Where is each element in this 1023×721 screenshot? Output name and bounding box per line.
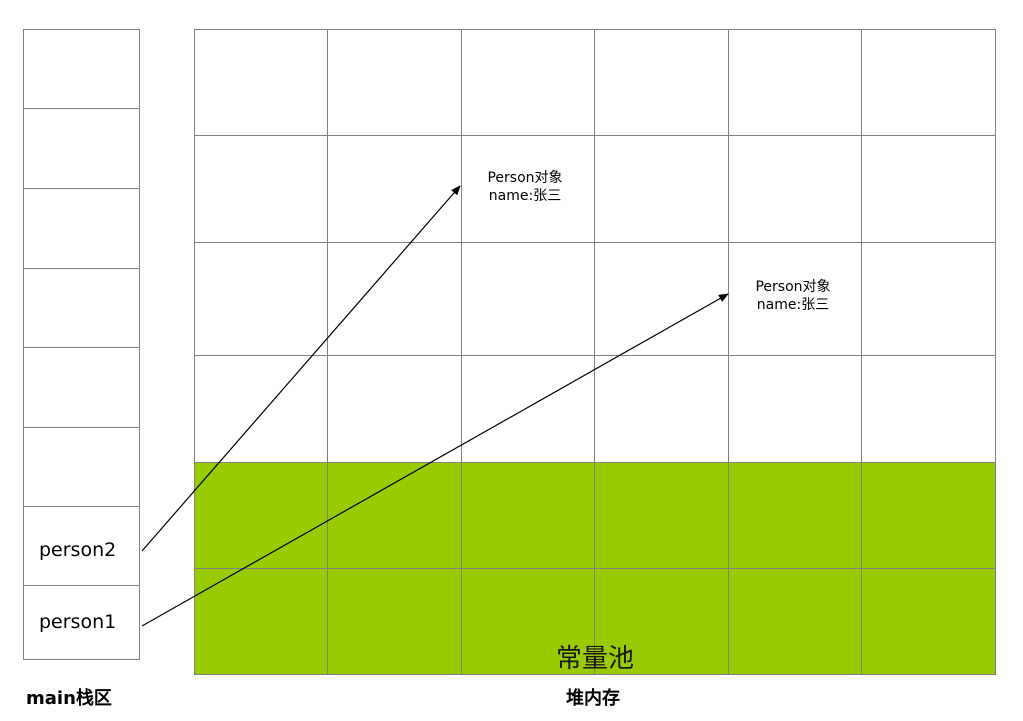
heap-object-2-type: Person对象	[755, 279, 831, 295]
heap-object-2: Person对象 name:张三	[738, 278, 848, 314]
heap-object-1-field: name:张三	[488, 188, 562, 204]
constant-pool-label: 常量池	[555, 644, 634, 674]
heap-object-1-type: Person对象	[487, 170, 563, 186]
heap-object-2-field: name:张三	[756, 297, 830, 313]
reference-arrows	[141, 185, 729, 627]
arrow-person1-to-object-2	[141, 293, 729, 627]
stack-cell	[23, 29, 140, 109]
stack-title: main栈区	[26, 688, 112, 709]
stack-cell	[23, 268, 140, 348]
stack-cell	[23, 188, 140, 268]
heap-title: 堆内存	[566, 688, 620, 709]
stack-cell-label-person2: person2	[39, 539, 117, 561]
heap-grid	[194, 29, 996, 675]
stack-cell-person2: person2	[23, 506, 140, 586]
stack-cell	[23, 347, 140, 427]
stack-cell-label-person1: person1	[39, 611, 117, 633]
stack-cell	[23, 108, 140, 188]
stack-column: person2 person1	[23, 29, 140, 660]
arrow-person2-to-object-1	[141, 185, 461, 552]
stack-cell	[23, 427, 140, 507]
stack-cell-person1: person1	[23, 585, 140, 660]
heap-object-1: Person对象 name:张三	[470, 169, 580, 205]
